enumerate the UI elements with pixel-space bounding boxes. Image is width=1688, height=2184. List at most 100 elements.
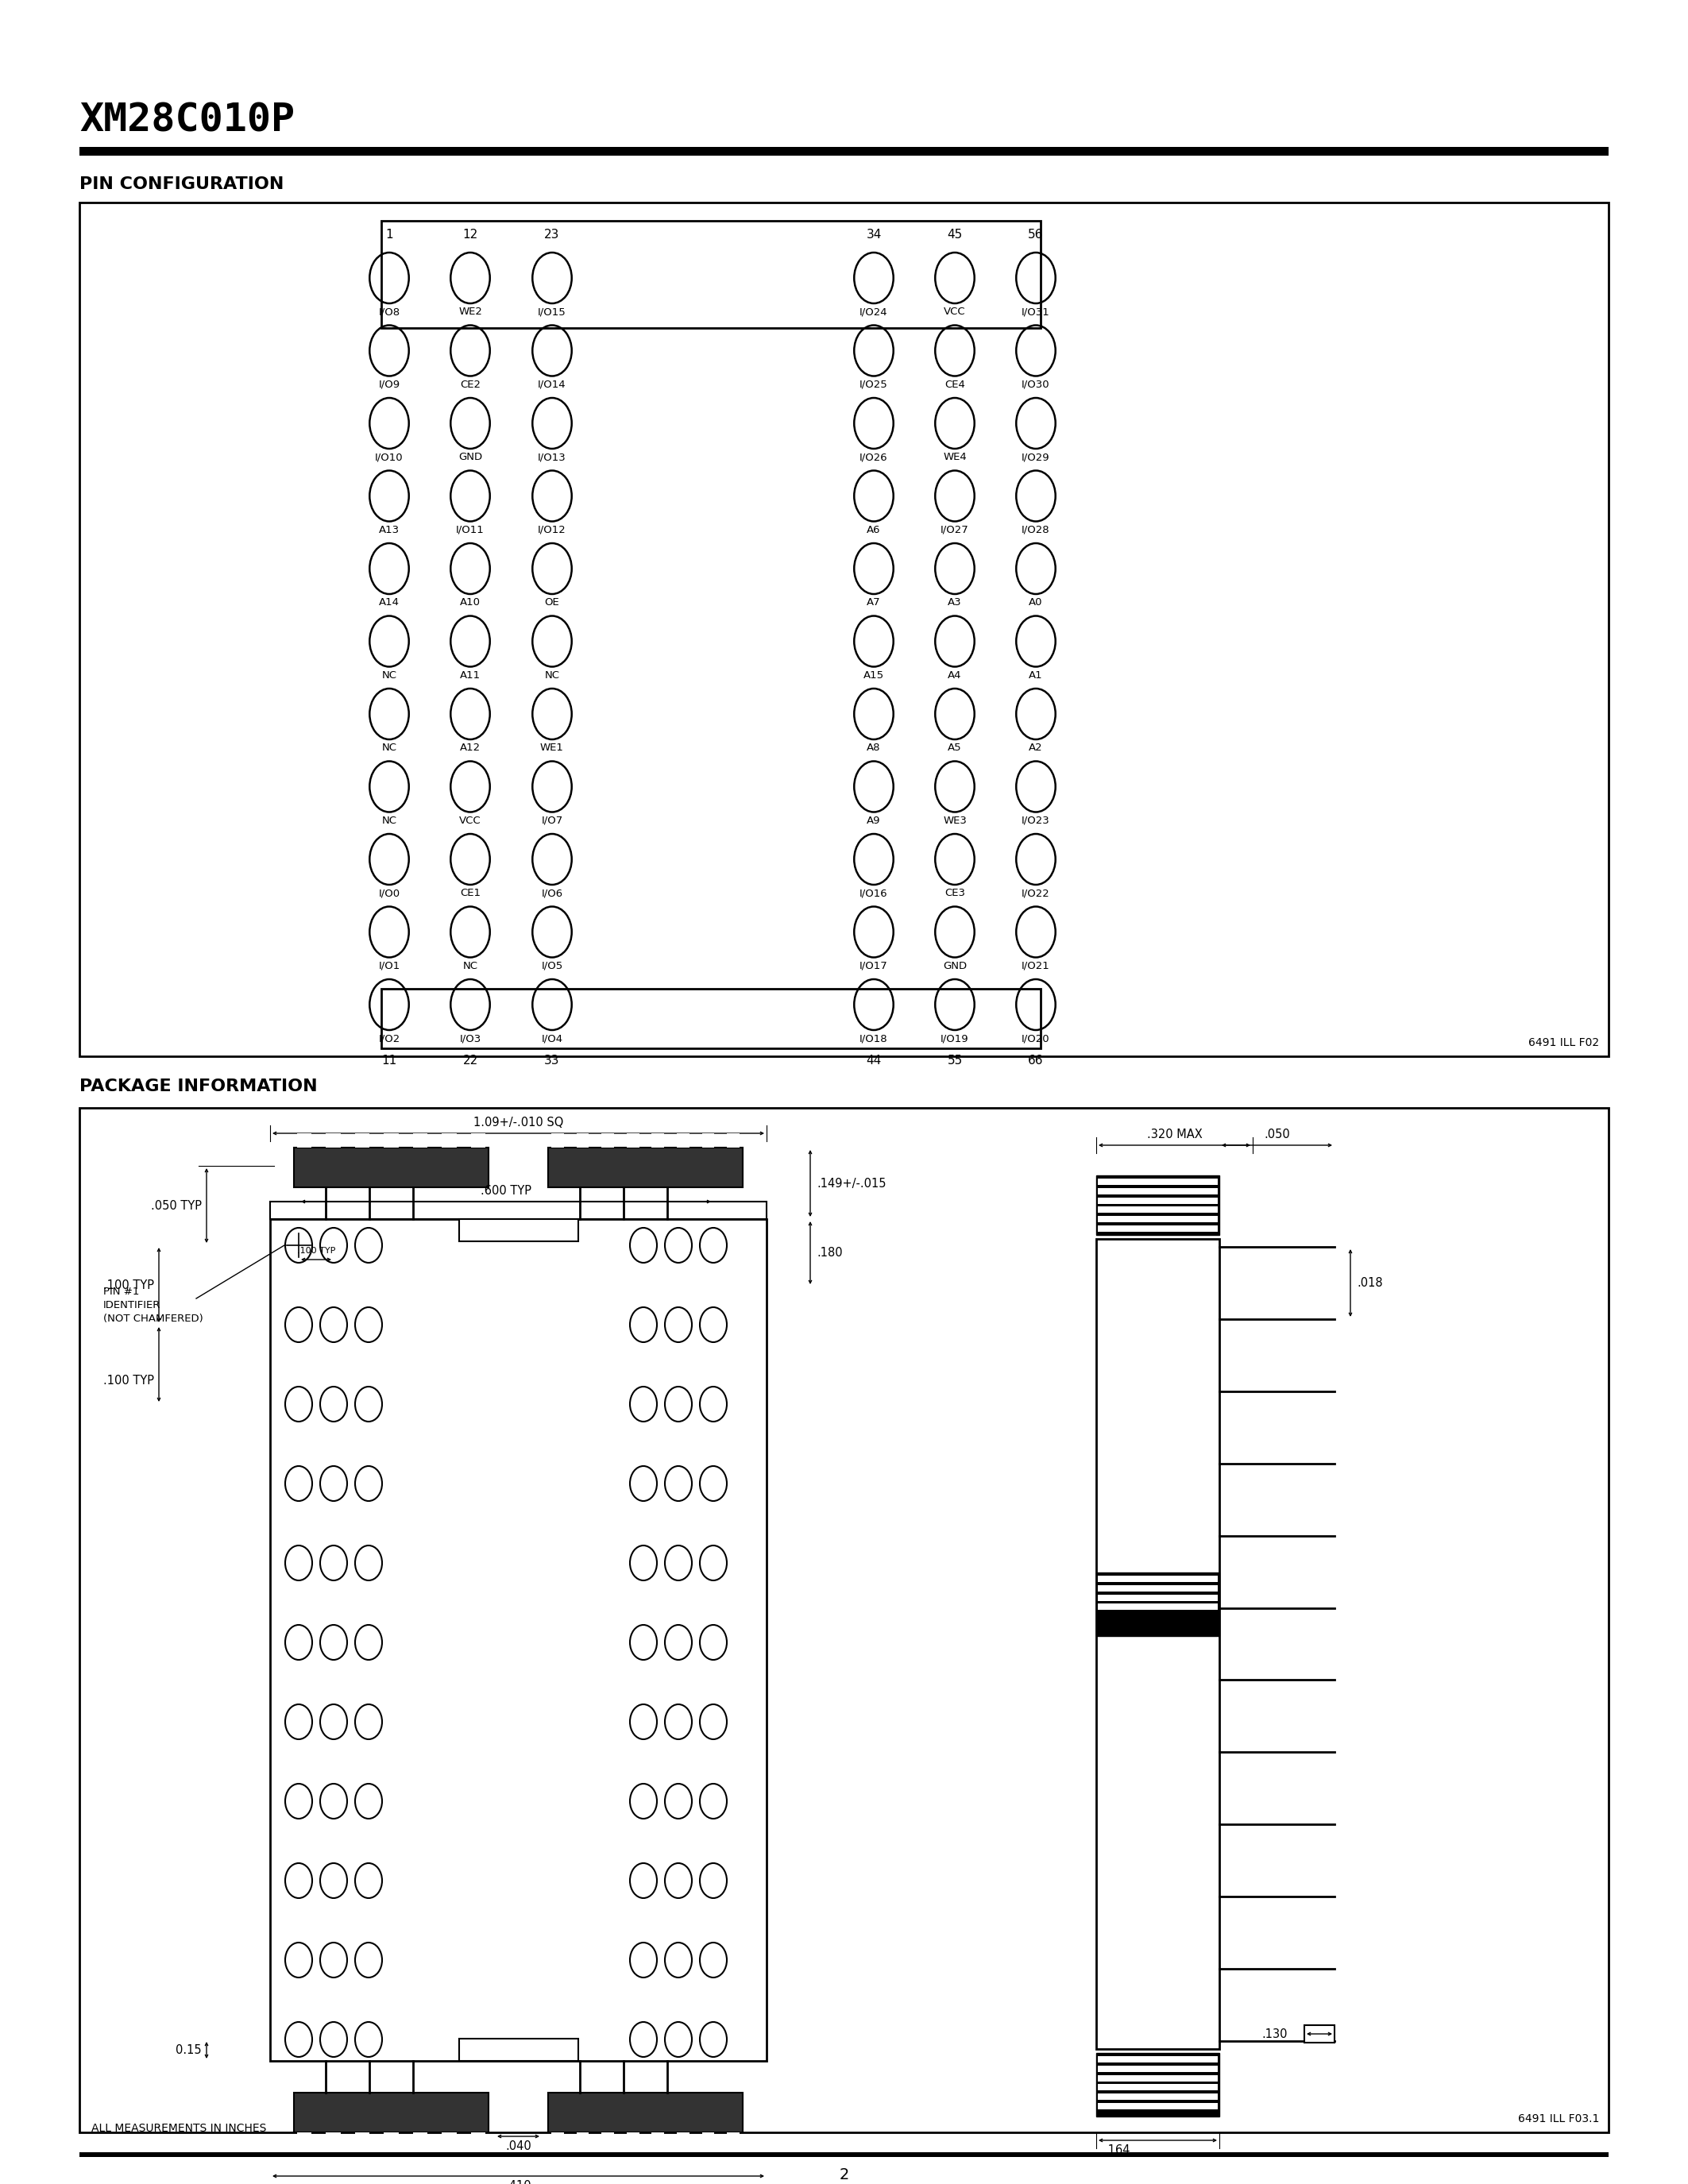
Text: I/O24: I/O24 bbox=[859, 306, 888, 317]
Bar bbox=[677, 2132, 689, 2147]
Text: NC: NC bbox=[545, 670, 560, 679]
Bar bbox=[471, 2132, 486, 2147]
Text: I/O8: I/O8 bbox=[378, 306, 400, 317]
Bar bbox=[326, 2132, 341, 2147]
Text: 23: 23 bbox=[544, 229, 560, 240]
Text: I/O17: I/O17 bbox=[859, 961, 888, 972]
Bar bbox=[79, 203, 1609, 1057]
Bar bbox=[270, 1219, 766, 2062]
Bar bbox=[1097, 1575, 1217, 1581]
Text: A7: A7 bbox=[868, 596, 881, 607]
Bar bbox=[459, 2038, 577, 2062]
Bar bbox=[270, 1201, 766, 1219]
Text: I/O28: I/O28 bbox=[1021, 524, 1050, 535]
Text: I/O29: I/O29 bbox=[1021, 452, 1050, 463]
Text: I/O30: I/O30 bbox=[1021, 380, 1050, 389]
Text: .050: .050 bbox=[1264, 1129, 1290, 1140]
Text: WE2: WE2 bbox=[459, 306, 483, 317]
Text: 11: 11 bbox=[381, 1055, 397, 1066]
Bar bbox=[471, 1133, 486, 1147]
Text: I/O16: I/O16 bbox=[859, 889, 888, 898]
Text: 56: 56 bbox=[1028, 229, 1043, 240]
Text: I/O5: I/O5 bbox=[542, 961, 562, 972]
Text: I/O7: I/O7 bbox=[542, 815, 562, 826]
Text: PIN #1
IDENTIFIER
(NOT CHAMFERED): PIN #1 IDENTIFIER (NOT CHAMFERED) bbox=[103, 1286, 203, 1324]
Bar bbox=[702, 2132, 714, 2147]
Bar bbox=[1097, 2075, 1217, 2081]
Text: 2: 2 bbox=[839, 2167, 849, 2182]
Text: 44: 44 bbox=[866, 1055, 881, 1066]
Text: I/O10: I/O10 bbox=[375, 452, 403, 463]
Text: A13: A13 bbox=[378, 524, 400, 535]
Bar bbox=[442, 1133, 456, 1147]
Text: GND: GND bbox=[944, 961, 967, 972]
Bar bbox=[1097, 1208, 1217, 1212]
Text: A3: A3 bbox=[949, 596, 962, 607]
Bar bbox=[381, 221, 1040, 328]
Text: NC: NC bbox=[381, 670, 397, 679]
Text: I/O15: I/O15 bbox=[538, 306, 565, 317]
Bar bbox=[728, 1133, 739, 1147]
Text: A0: A0 bbox=[1030, 596, 1043, 607]
Bar bbox=[702, 1133, 714, 1147]
Bar bbox=[354, 2132, 370, 2147]
Text: I/O18: I/O18 bbox=[859, 1033, 888, 1044]
Bar bbox=[677, 1133, 689, 1147]
Bar bbox=[1097, 2055, 1217, 2062]
Bar bbox=[442, 2132, 456, 2147]
Text: .050 TYP: .050 TYP bbox=[150, 1199, 203, 1212]
Bar bbox=[1305, 2025, 1335, 2042]
Text: A15: A15 bbox=[864, 670, 885, 679]
Text: 33: 33 bbox=[544, 1055, 560, 1066]
Text: 55: 55 bbox=[947, 1055, 962, 1066]
Text: VCC: VCC bbox=[944, 306, 966, 317]
Text: .040: .040 bbox=[505, 2140, 532, 2151]
Text: PACKAGE INFORMATION: PACKAGE INFORMATION bbox=[79, 1079, 317, 1094]
Bar bbox=[79, 2151, 1609, 2158]
Text: I/O22: I/O22 bbox=[1021, 889, 1050, 898]
Text: I/O25: I/O25 bbox=[859, 380, 888, 389]
Text: A10: A10 bbox=[459, 596, 481, 607]
Bar bbox=[1097, 1586, 1217, 1592]
Bar bbox=[1096, 1572, 1219, 1636]
Text: WE4: WE4 bbox=[944, 452, 967, 463]
Text: I/O13: I/O13 bbox=[538, 452, 565, 463]
Text: .320 MAX: .320 MAX bbox=[1146, 1129, 1202, 1140]
Bar bbox=[414, 1133, 427, 1147]
Bar bbox=[626, 2132, 640, 2147]
Bar bbox=[1096, 1175, 1219, 1234]
Text: I/O21: I/O21 bbox=[1021, 961, 1050, 972]
Text: GND: GND bbox=[459, 452, 483, 463]
Text: NC: NC bbox=[381, 743, 397, 753]
Text: 66: 66 bbox=[1028, 1055, 1043, 1066]
Text: I/O31: I/O31 bbox=[1021, 306, 1050, 317]
Text: 6491 ILL F03.1: 6491 ILL F03.1 bbox=[1518, 2114, 1599, 2125]
Text: I/O20: I/O20 bbox=[1021, 1033, 1050, 1044]
Text: 22: 22 bbox=[463, 1055, 478, 1066]
Text: A5: A5 bbox=[949, 743, 962, 753]
Text: .410: .410 bbox=[505, 2180, 532, 2184]
Bar bbox=[1097, 1594, 1217, 1601]
Text: I/O19: I/O19 bbox=[940, 1033, 969, 1044]
Text: CE2: CE2 bbox=[459, 380, 481, 389]
Text: .130: .130 bbox=[1261, 2029, 1288, 2040]
Bar bbox=[297, 1133, 312, 1147]
Bar bbox=[1096, 2053, 1219, 2116]
Text: ALL MEASUREMENTS IN INCHES: ALL MEASUREMENTS IN INCHES bbox=[91, 2123, 267, 2134]
Text: A6: A6 bbox=[868, 524, 881, 535]
Text: A2: A2 bbox=[1030, 743, 1043, 753]
Bar bbox=[1097, 1603, 1217, 1610]
Text: I/O12: I/O12 bbox=[538, 524, 565, 535]
Bar bbox=[601, 1133, 614, 1147]
Text: I/O4: I/O4 bbox=[542, 1033, 562, 1044]
Bar bbox=[294, 2092, 488, 2132]
Text: .100 TYP: .100 TYP bbox=[103, 1374, 154, 1387]
Text: CE4: CE4 bbox=[945, 380, 966, 389]
Bar bbox=[354, 1133, 370, 1147]
Text: A8: A8 bbox=[868, 743, 881, 753]
Text: A1: A1 bbox=[1030, 670, 1043, 679]
Bar bbox=[576, 1133, 589, 1147]
Text: A11: A11 bbox=[459, 670, 481, 679]
Bar bbox=[652, 2132, 665, 2147]
Text: A4: A4 bbox=[949, 670, 962, 679]
